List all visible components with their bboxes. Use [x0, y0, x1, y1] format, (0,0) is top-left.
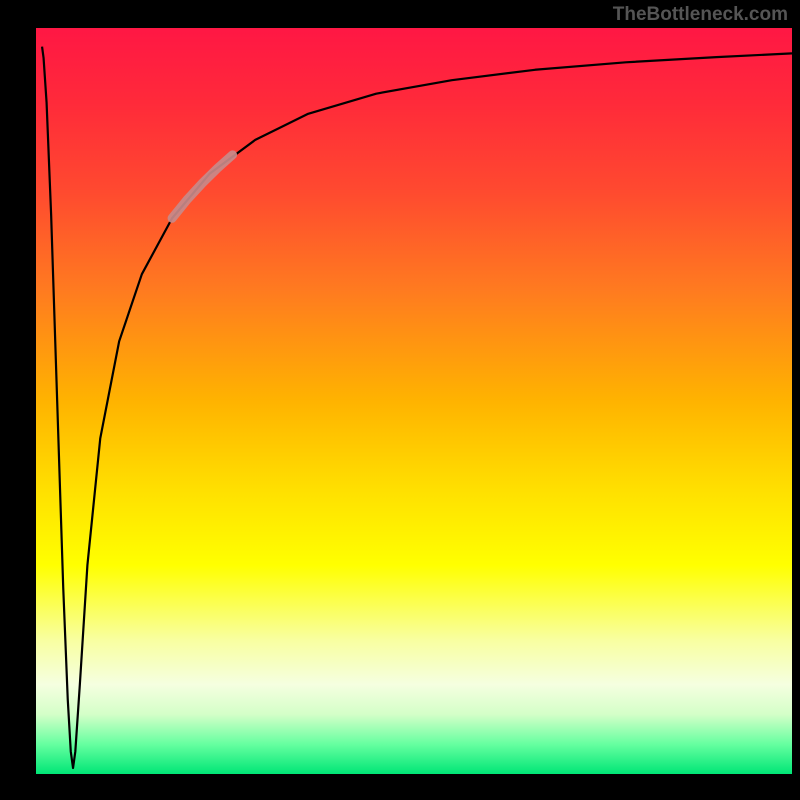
plot-area [36, 28, 792, 774]
watermark-text: TheBottleneck.com [613, 4, 788, 26]
bottleneck-chart [0, 0, 800, 800]
chart-container: TheBottleneck.com [0, 0, 800, 800]
